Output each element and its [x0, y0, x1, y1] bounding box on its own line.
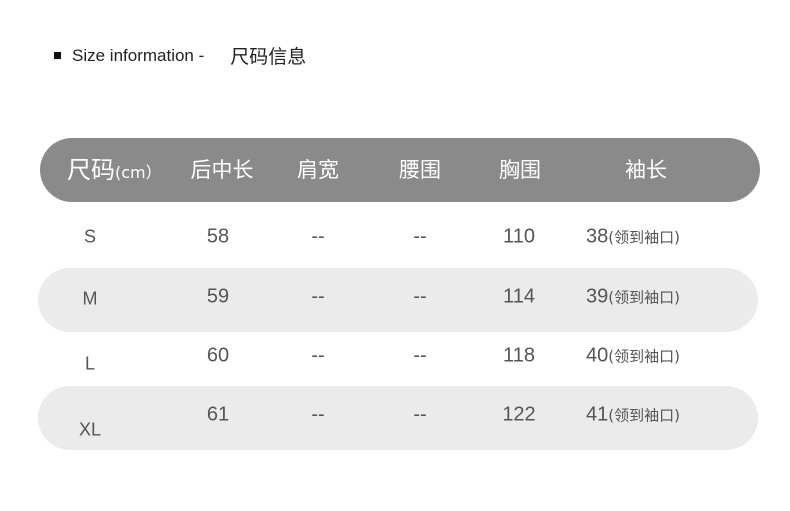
section-title: Size information - 尺码信息 — [54, 42, 306, 69]
cell-size: L — [84, 353, 96, 374]
square-bullet-icon — [54, 52, 61, 59]
cell-waist: -- — [413, 285, 427, 308]
cell-shoulder: -- — [311, 285, 325, 308]
sleeve-note: (领到袖口) — [608, 228, 680, 247]
cell-sleeve: 40(领到袖口) — [586, 345, 680, 368]
sleeve-value: 40 — [586, 344, 609, 367]
header-size-label: 尺码 — [67, 156, 115, 184]
header-waist: 腰围 — [399, 158, 441, 182]
cell-chest: 118 — [503, 344, 535, 367]
header-sleeve: 袖长 — [625, 158, 667, 182]
header-size: 尺码(cm） — [67, 138, 162, 202]
cell-waist: -- — [413, 403, 427, 426]
cell-length: 58 — [206, 225, 230, 248]
sleeve-note: (领到袖口) — [608, 347, 680, 366]
title-cn: 尺码信息 — [230, 46, 307, 68]
table-header: 尺码(cm） 后中长 肩宽 腰围 胸围 袖长 — [40, 138, 760, 202]
sleeve-note: (领到袖口) — [608, 288, 680, 307]
cell-shoulder: -- — [311, 403, 325, 426]
cell-sleeve: 41(领到袖口) — [586, 404, 680, 427]
header-chest: 胸围 — [499, 158, 541, 182]
cell-waist: -- — [413, 344, 427, 367]
header-shoulder: 肩宽 — [297, 158, 339, 182]
header-length: 后中长 — [190, 158, 254, 182]
cell-chest: 110 — [503, 225, 535, 248]
cell-shoulder: -- — [311, 225, 325, 248]
cell-chest: 122 — [502, 403, 536, 426]
cell-sleeve: 39(领到袖口) — [586, 286, 680, 309]
cell-chest: 114 — [503, 285, 535, 308]
cell-waist: -- — [413, 225, 427, 248]
cell-size: M — [82, 288, 98, 309]
sleeve-value: 38 — [586, 225, 609, 248]
title-en: Size information - — [72, 45, 205, 65]
cell-size: XL — [78, 419, 102, 440]
cell-sleeve: 38(领到袖口) — [586, 226, 680, 249]
row-stripe — [38, 386, 758, 450]
cell-shoulder: -- — [311, 344, 325, 367]
cell-length: 61 — [206, 403, 230, 426]
sleeve-note: (领到袖口) — [608, 406, 680, 425]
sleeve-value: 39 — [586, 285, 609, 308]
header-unit: (cm） — [115, 163, 162, 182]
sleeve-value: 41 — [586, 403, 609, 426]
cell-length: 59 — [206, 285, 230, 308]
row-stripe — [38, 268, 758, 332]
cell-size: S — [83, 226, 97, 247]
cell-length: 60 — [206, 344, 230, 367]
